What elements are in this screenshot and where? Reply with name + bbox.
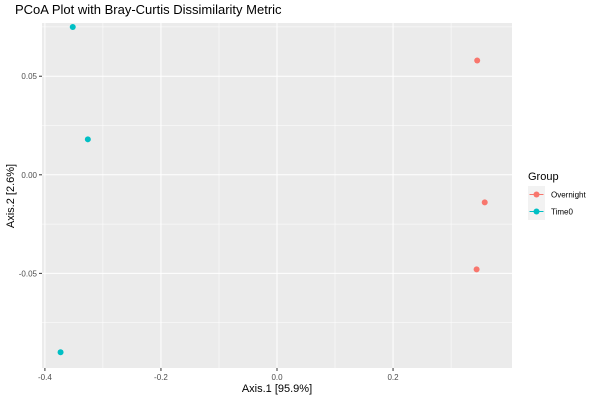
major-gridlines (42, 23, 512, 368)
y-axis: -0.05 0.00 0.05 (19, 72, 42, 278)
y-tick-label: -0.05 (19, 269, 38, 278)
x-tick-label: -0.2 (154, 373, 168, 382)
data-point-overnight (474, 57, 481, 64)
legend-key-point (533, 208, 540, 215)
data-point-time0 (84, 136, 91, 143)
legend: Group Overnight Time0 (528, 171, 586, 220)
x-tick-label: -0.4 (38, 373, 52, 382)
data-point-overnight (481, 199, 488, 206)
legend-key-point (533, 191, 540, 198)
legend-item-time0: Time0 (528, 203, 573, 220)
y-tick-label: 0.05 (21, 72, 37, 81)
x-tick-label: 0.0 (271, 373, 283, 382)
y-axis-title: Axis.2 [2.6%] (5, 164, 17, 228)
x-axis-title: Axis.1 [95.9%] (242, 383, 312, 395)
y-tick-label: 0.00 (21, 171, 37, 180)
x-tick-label: 0.2 (387, 373, 399, 382)
data-point-time0 (69, 23, 76, 30)
data-point-overnight (473, 266, 480, 273)
data-point-time0 (57, 349, 64, 356)
chart-title: PCoA Plot with Bray-Curtis Dissimilarity… (15, 2, 282, 17)
legend-label: Time0 (551, 208, 573, 217)
x-axis: -0.4 -0.2 0.0 0.2 (38, 368, 399, 382)
legend-item-overnight: Overnight (528, 186, 586, 203)
legend-title: Group (528, 171, 559, 183)
legend-label: Overnight (551, 191, 586, 200)
data-points (57, 23, 488, 356)
